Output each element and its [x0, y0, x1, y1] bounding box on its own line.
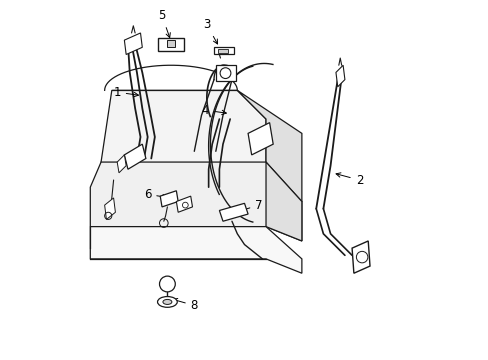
Polygon shape	[265, 162, 301, 241]
Text: 8: 8	[173, 298, 198, 312]
Polygon shape	[247, 123, 273, 155]
Text: 1: 1	[113, 86, 138, 99]
Polygon shape	[124, 144, 145, 169]
Text: 2: 2	[335, 173, 363, 186]
Polygon shape	[124, 33, 142, 54]
Ellipse shape	[157, 297, 177, 307]
Polygon shape	[176, 196, 192, 212]
Polygon shape	[215, 65, 235, 81]
Polygon shape	[104, 198, 115, 220]
Text: 4: 4	[201, 104, 226, 117]
Polygon shape	[117, 155, 126, 173]
Text: 7: 7	[236, 199, 262, 213]
Polygon shape	[160, 191, 178, 207]
Polygon shape	[237, 90, 301, 202]
Polygon shape	[217, 49, 228, 53]
Text: 6: 6	[143, 188, 167, 201]
Text: 5: 5	[158, 9, 170, 37]
Polygon shape	[351, 241, 369, 273]
Ellipse shape	[163, 300, 171, 305]
Polygon shape	[335, 65, 344, 87]
Text: 3: 3	[203, 18, 217, 44]
Polygon shape	[90, 162, 301, 241]
Polygon shape	[214, 47, 233, 54]
Polygon shape	[219, 203, 247, 221]
Polygon shape	[158, 39, 183, 51]
Circle shape	[159, 276, 175, 292]
Polygon shape	[101, 90, 265, 187]
Polygon shape	[166, 40, 175, 47]
Polygon shape	[90, 226, 301, 273]
